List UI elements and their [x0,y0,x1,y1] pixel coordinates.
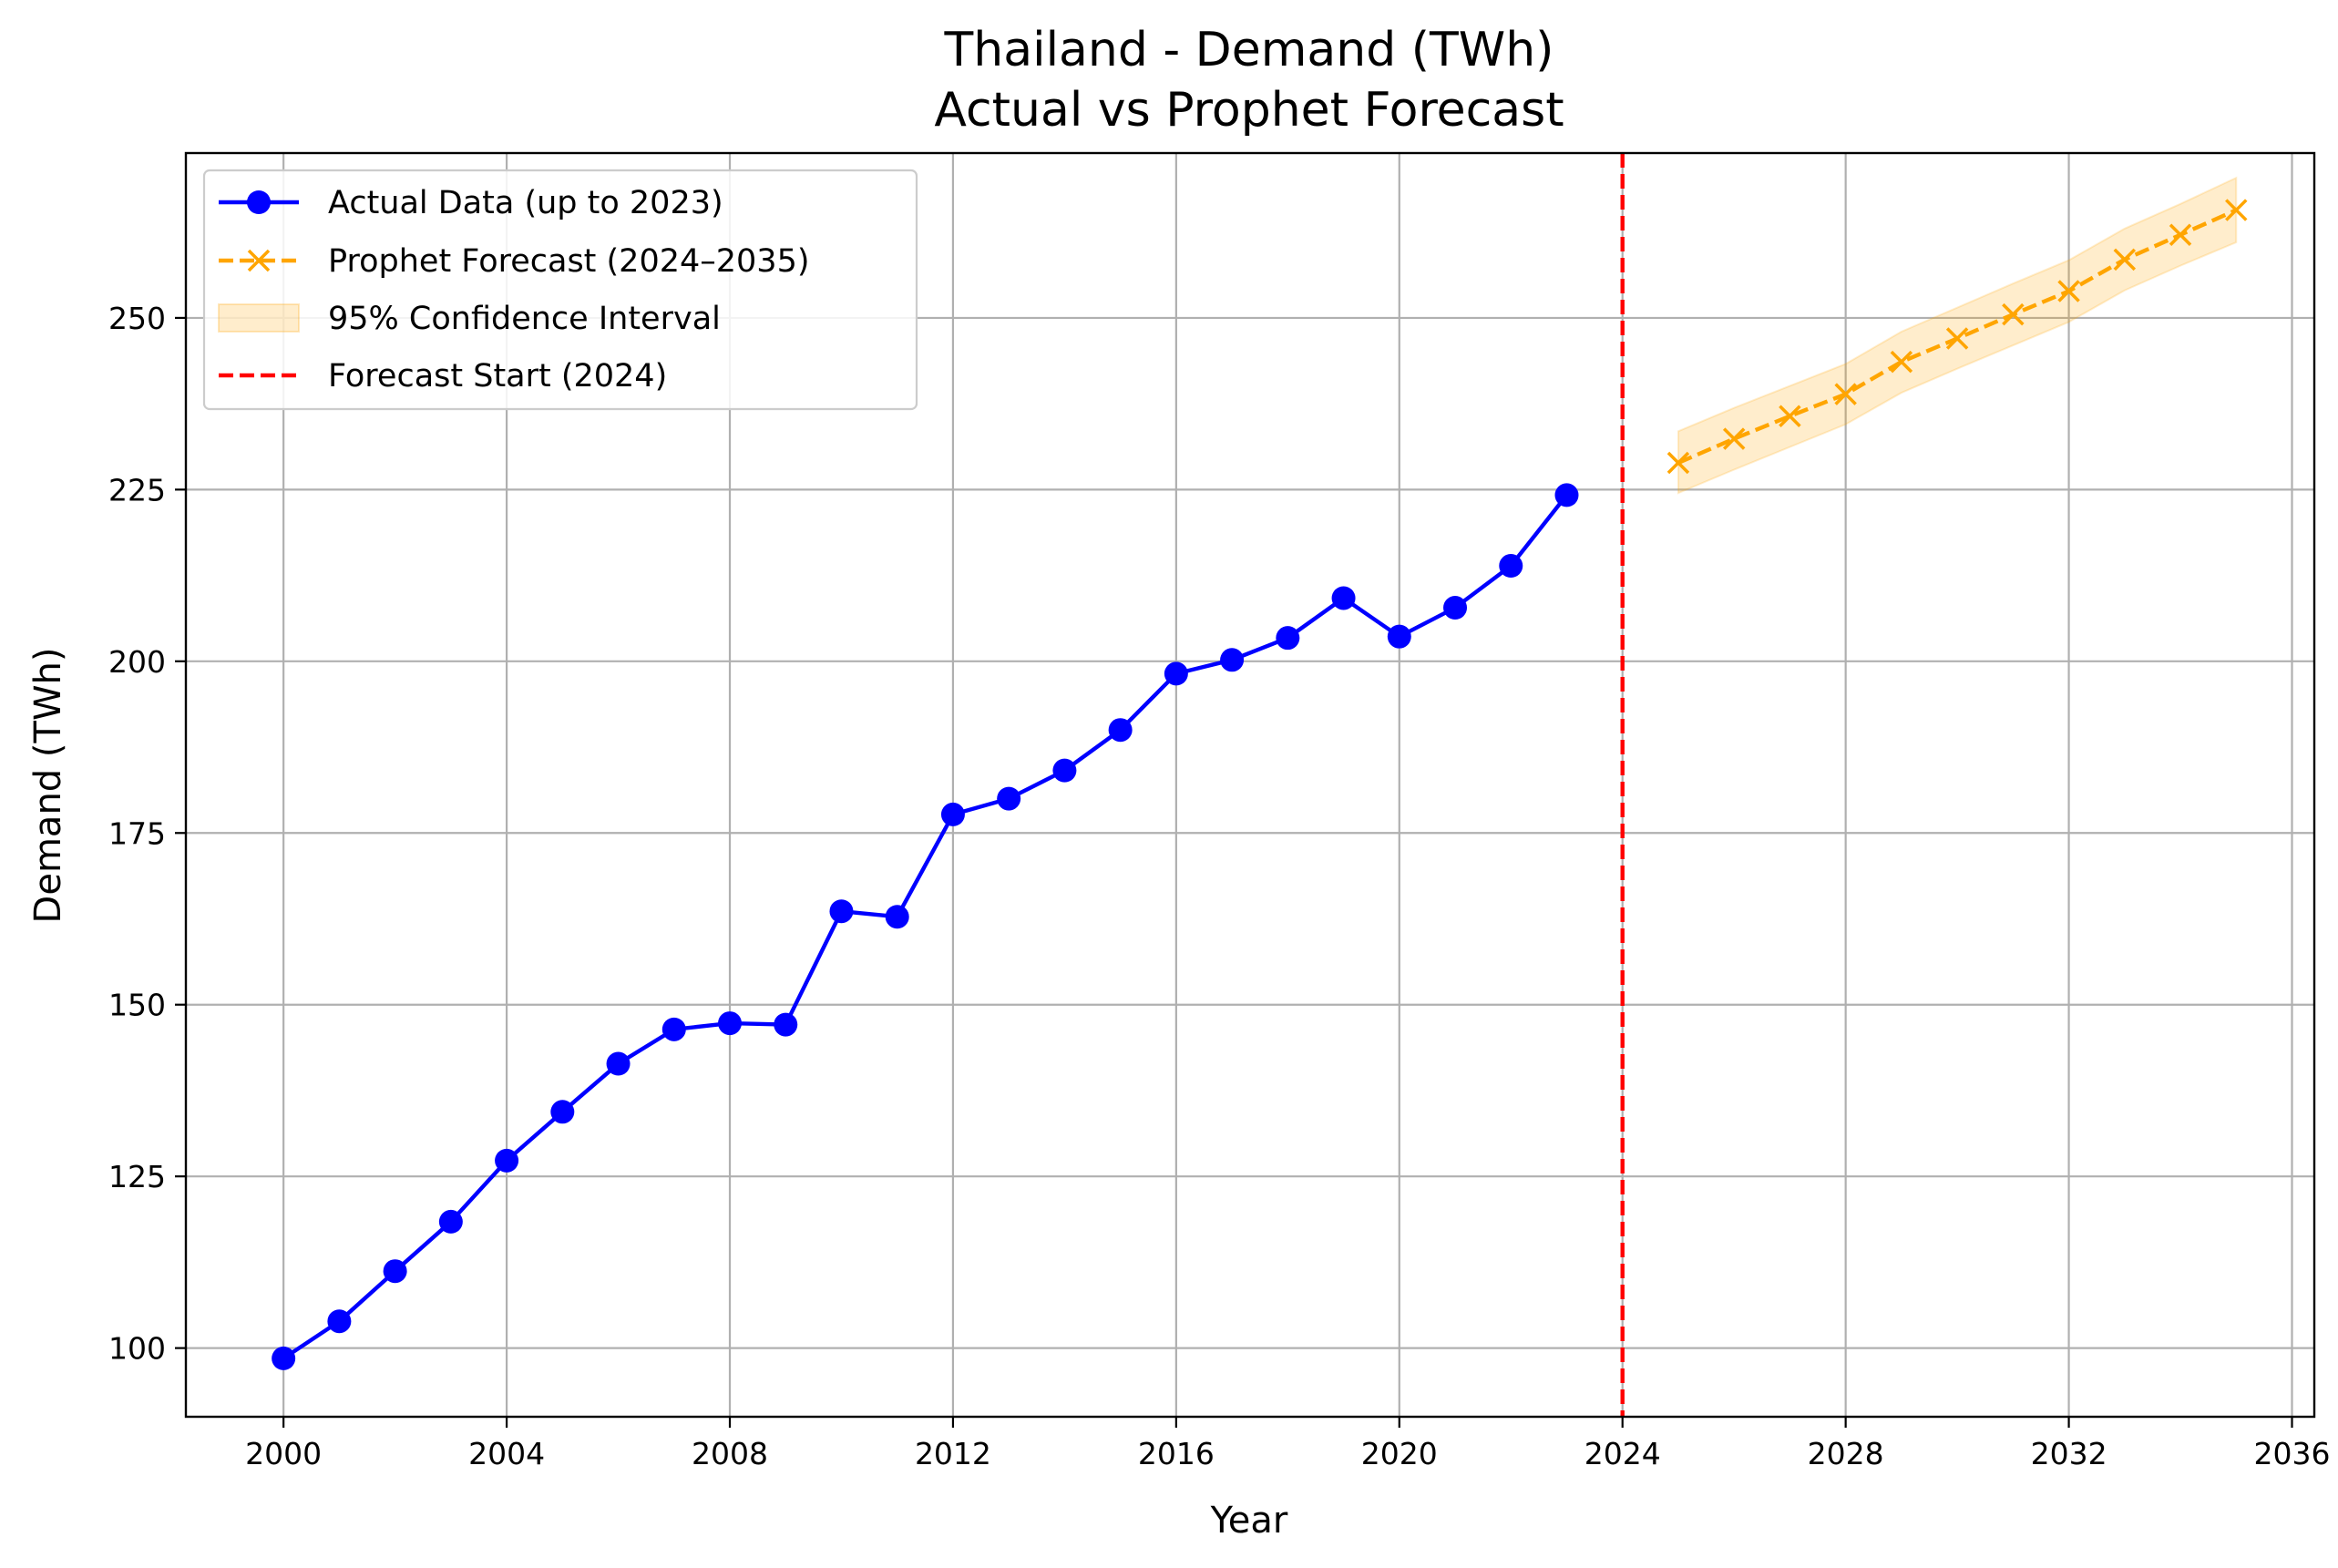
x-tick-label: 2020 [1361,1436,1438,1471]
x-tick-label: 2008 [692,1436,768,1471]
forecast-point [1722,427,1746,450]
y-tick-label: 100 [108,1331,166,1367]
y-tick-label: 250 [108,301,166,336]
chart-subtitle: Actual vs Prophet Forecast [934,83,1564,138]
y-tick-label: 125 [108,1159,166,1194]
confidence-band [1677,176,2238,495]
forecast-point [1779,405,1801,427]
forecast-point [1834,383,1857,405]
actual-data-point [1220,648,1245,672]
actual-data-point [1108,718,1133,743]
actual-data-point [1276,626,1300,651]
x-tick-label: 2032 [2031,1436,2107,1471]
actual-data-point [1554,483,1579,507]
forecast-point [2169,223,2192,246]
legend-marker-forecast [247,249,271,272]
x-tick-label: 2000 [245,1436,322,1471]
actual-data-point [997,786,1021,811]
y-axis-label: Demand (TWh) [27,648,69,924]
x-tick-label: 2036 [2254,1436,2331,1471]
x-tick-label: 2024 [1584,1436,1661,1471]
actual-data-point [885,905,909,929]
x-tick-label: 2012 [915,1436,991,1471]
legend-handle-ci [218,303,300,333]
confidence-interval-area [1677,176,2238,495]
legend-box [202,169,918,411]
axes: 2000 2004 2008 2012 2016 2020 2024 2028 2032 2036… [108,151,2331,1471]
actual-data-point [606,1051,631,1076]
actual-data-point [829,899,854,924]
plot-frame [184,151,2316,1419]
legend-label: Actual Data (up to 2023) [328,185,723,221]
forecast-point [2113,248,2137,272]
actual-data-point [1387,624,1411,649]
actual-data-point [1052,758,1077,783]
legend-label: Prophet Forecast (2024–2035) [328,243,810,280]
x-tick-label: 2004 [468,1436,545,1471]
x-axis-label: Year [1210,1500,1288,1542]
forecast-point [2057,280,2080,302]
y-tick-label: 150 [108,988,166,1023]
y-tick-label: 225 [108,472,166,507]
legend-marker-actual [247,190,271,214]
actual-data-point [1331,586,1356,610]
x-tick-label: 2016 [1138,1436,1215,1471]
forecast-point [2002,302,2025,326]
y-tick-label: 175 [108,815,166,851]
actual-data-point [327,1309,352,1334]
actual-data-point [550,1100,575,1124]
actual-data-point [438,1209,463,1234]
actual-data-point [940,802,965,826]
forecast-point [2225,199,2248,221]
x-tick-label: 2028 [1808,1436,1884,1471]
actual-data-point [774,1012,798,1037]
forecast-point [1666,451,1690,475]
actual-data-point [383,1259,407,1284]
legend-label: 95% Confidence Interval [328,301,721,337]
y-tick-label: 200 [108,644,166,680]
actual-data-point [272,1346,296,1370]
chart-title: Thailand - Demand (TWh) [944,23,1554,77]
actual-data-point [1499,554,1523,579]
forecast-point [1945,327,1969,350]
forecast-point [1890,350,1913,374]
actual-data-point [1443,596,1468,620]
actual-data-point [661,1017,686,1041]
legend: Actual Data (up to 2023) Prophet Forecast… [202,169,918,411]
actual-data-point [1164,661,1188,686]
actual-data-point [495,1148,519,1173]
actual-data-point [718,1011,743,1036]
legend-label: Forecast Start (2024) [328,358,667,395]
series [272,153,2248,1417]
